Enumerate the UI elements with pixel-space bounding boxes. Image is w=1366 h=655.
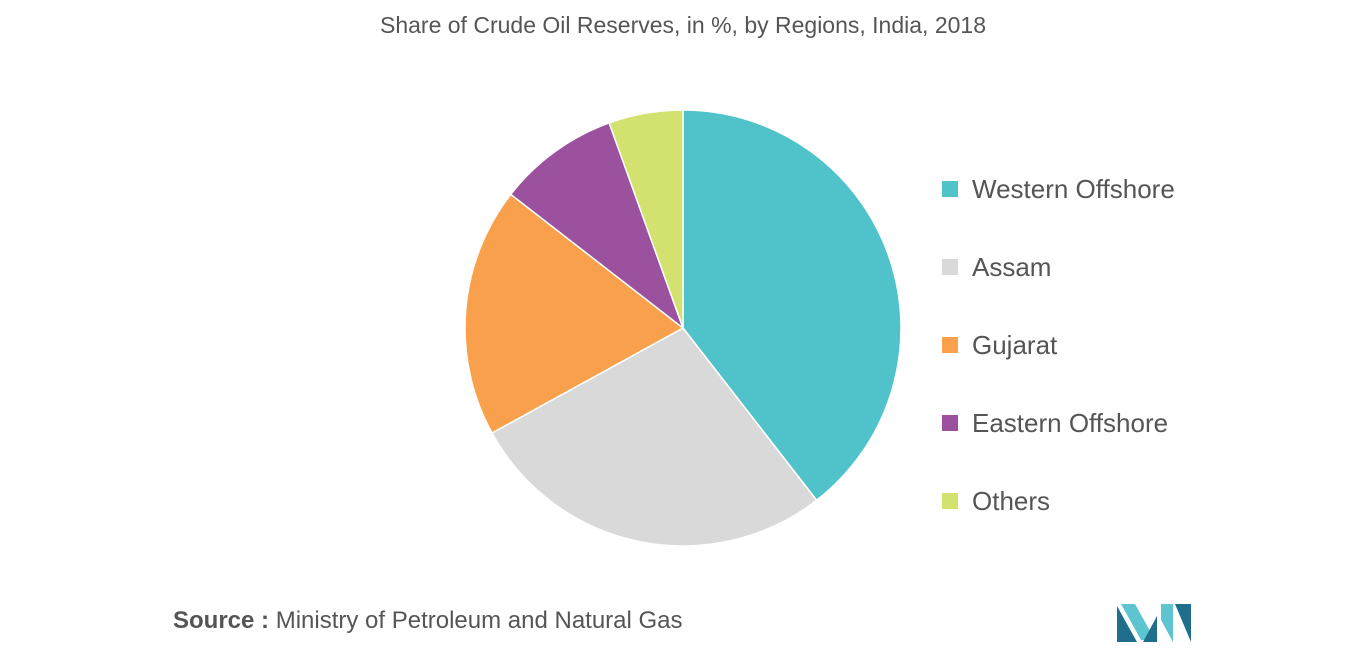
legend-label: Western Offshore xyxy=(972,173,1175,204)
chart-title: Share of Crude Oil Reserves, in %, by Re… xyxy=(380,12,986,38)
legend-item: Eastern Offshore xyxy=(942,384,1175,462)
legend-swatch xyxy=(942,415,958,431)
legend-swatch xyxy=(942,337,958,353)
pie-slice-western-offshore xyxy=(682,109,902,502)
chart-legend: Western Offshore Assam Gujarat Eastern Offs… xyxy=(942,150,1175,540)
pie-slice-eastern-offshore xyxy=(509,121,685,331)
pie-slice-gujarat xyxy=(464,193,685,435)
legend-label: Gujarat xyxy=(972,329,1058,360)
source-text: Ministry of Petroleum and Natural Gas xyxy=(275,607,683,634)
pie-slice-others xyxy=(608,109,684,329)
legend-item: Western Offshore xyxy=(942,150,1175,228)
legend-label: Others xyxy=(972,485,1051,516)
legend-item: Others xyxy=(942,462,1175,540)
legend-swatch xyxy=(942,493,958,509)
legend-item: Gujarat xyxy=(942,306,1175,384)
legend-item: Assam xyxy=(942,228,1175,306)
source-note: Source : Ministry of Petroleum and Natur… xyxy=(173,607,683,635)
mordor-intelligence-logo-icon xyxy=(1117,604,1191,642)
pie-slice-assam xyxy=(490,327,818,547)
source-label: Source : xyxy=(173,607,270,634)
legend-swatch xyxy=(942,259,958,275)
legend-label: Eastern Offshore xyxy=(972,407,1169,438)
legend-swatch xyxy=(942,181,958,197)
legend-label: Assam xyxy=(972,251,1052,282)
